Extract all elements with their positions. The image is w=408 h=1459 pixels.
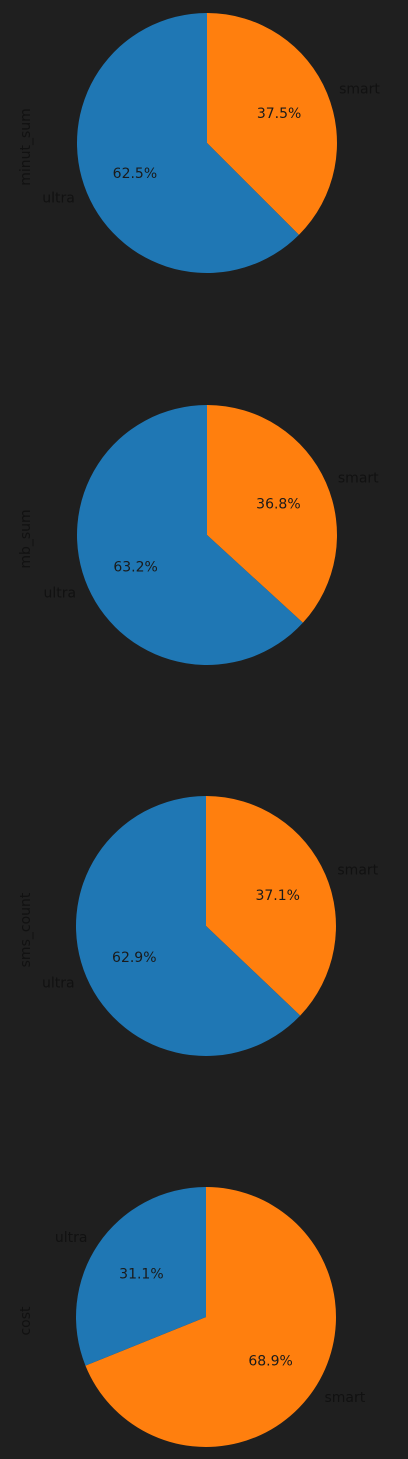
slice-category-label: smart: [337, 863, 378, 879]
pie-chart-minut_sum: 37.5% smart 62.5% ultra minut_sum: [18, 13, 380, 273]
pie-slice-smart: [207, 405, 338, 623]
y-axis-label: mb_sum: [18, 509, 34, 568]
slice-percent-label: 62.5%: [113, 166, 157, 182]
y-axis-label: sms_count: [18, 892, 34, 967]
pie-slice-ultra: [77, 405, 303, 666]
slice-percent-label: 68.9%: [248, 1354, 292, 1370]
pie-slice-ultra: [75, 1186, 206, 1366]
slice-category-label: smart: [338, 470, 379, 486]
pie-slice-smart: [206, 796, 336, 1016]
slice-category-label: ultra: [44, 586, 77, 602]
pie-chart-cost: 68.9% smart 31.1% ultra cost: [18, 1186, 366, 1447]
slice-category-label: smart: [325, 1390, 366, 1406]
pie-slice-ultra: [76, 13, 299, 273]
pie-slice-smart: [207, 13, 337, 235]
slice-category-label: ultra: [42, 191, 75, 207]
pie-chart-mb_sum: 36.8% smart 63.2% ultra mb_sum: [18, 405, 379, 666]
slice-percent-label: 37.1%: [255, 888, 299, 904]
pie-slice-ultra: [75, 795, 301, 1056]
slice-percent-label: 36.8%: [256, 497, 300, 513]
slice-category-label: ultra: [42, 975, 75, 991]
slice-category-label: ultra: [55, 1230, 88, 1246]
slice-percent-label: 62.9%: [112, 950, 156, 966]
y-axis-label: cost: [18, 1306, 34, 1336]
pie-slice-smart: [85, 1187, 336, 1447]
y-axis-label: minut_sum: [18, 108, 34, 186]
pie-chart-sms_count: 37.1% smart 62.9% ultra sms_count: [18, 795, 379, 1056]
slice-percent-label: 63.2%: [113, 559, 157, 575]
slice-percent-label: 37.5%: [257, 106, 301, 122]
slice-category-label: smart: [339, 81, 380, 97]
slice-percent-label: 31.1%: [119, 1266, 163, 1282]
